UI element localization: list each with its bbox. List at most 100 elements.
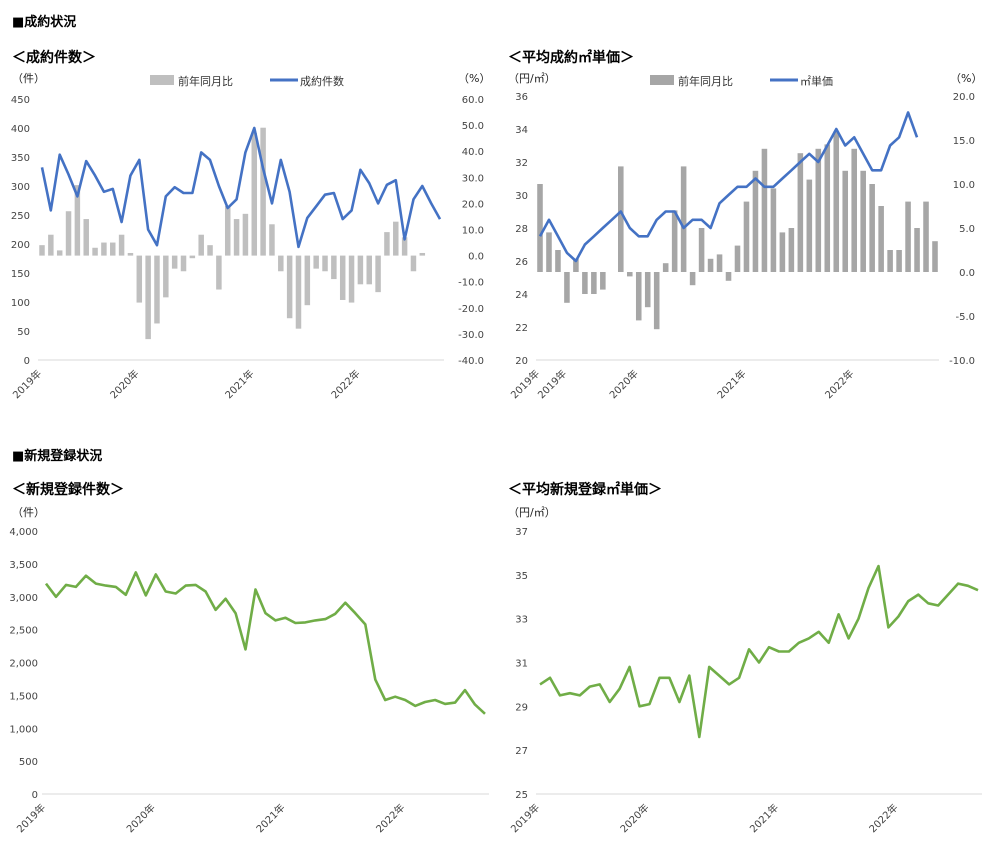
- chart1-ytick-label: 250: [11, 211, 30, 222]
- chart1-bar: [163, 255, 169, 298]
- chart2-y2tick-label: 10.0: [953, 180, 975, 191]
- chart3-xtick-label: 2020年: [124, 801, 158, 835]
- chart1-bar: [216, 255, 222, 290]
- chart2-bar: [537, 184, 543, 272]
- chart2-bar: [806, 179, 813, 272]
- chart1-y2tick-label: 10.0: [462, 226, 484, 237]
- chart2-bar: [662, 263, 669, 272]
- chart2-bar: [546, 232, 552, 272]
- section-title-registration: ■新規登録状況: [12, 448, 102, 464]
- chart1-bar: [393, 221, 399, 256]
- chart1-bar: [401, 237, 408, 256]
- chart1-ytick-label: 400: [11, 124, 30, 135]
- chart2-bar: [770, 188, 777, 272]
- chart1-ylabel: （件）: [12, 72, 45, 85]
- chart2-bar: [564, 272, 570, 303]
- chart4-line-series: [539, 564, 979, 739]
- chart1-bar: [366, 255, 372, 285]
- chart1-bar: [313, 255, 319, 269]
- chart3-line-series: [44, 571, 486, 715]
- chart2-bar: [761, 148, 768, 272]
- chart2-bar: [779, 232, 786, 272]
- chart4-title: ＜平均新規登録㎡単価＞: [508, 481, 662, 498]
- chart3-ytick-label: 4,000: [9, 527, 38, 538]
- chart2-bar: [896, 250, 902, 272]
- chart2-bar: [716, 254, 723, 272]
- chart2-xtick-label: 2019年: [508, 367, 542, 401]
- chart2-bar: [824, 144, 831, 272]
- chart1-bar: [348, 255, 355, 303]
- chart1-bar: [242, 213, 249, 256]
- chart2-bar: [680, 166, 687, 272]
- chart2-bar: [573, 258, 579, 272]
- chart1-y2tick-label: -30.0: [458, 330, 484, 341]
- chart2-bar: [923, 201, 929, 272]
- chart3-xtick-label: 2019年: [14, 801, 48, 835]
- chart4-ytick-label: 27: [515, 746, 528, 757]
- chart1-bar: [375, 255, 381, 293]
- chart2-bar: [842, 170, 849, 272]
- chart1-bar: [198, 234, 204, 256]
- chart1-xtick-label: 2021年: [222, 367, 256, 401]
- chart2-bar: [851, 148, 857, 272]
- chart4-ytick-label: 33: [515, 615, 528, 626]
- chart1-bar: [207, 245, 213, 256]
- chart2-legend-line-label: ㎡単価: [800, 74, 833, 88]
- chart1-bar: [145, 255, 151, 340]
- chart1-legend-bar-label: 前年同月比: [178, 74, 233, 88]
- chart2-bar: [788, 228, 795, 272]
- chart1-bar: [339, 255, 346, 300]
- chart2-ytick-label: 36: [515, 92, 528, 103]
- chart1-y2tick-label: 60.0: [462, 95, 484, 106]
- chart2-y2tick-label: 20.0: [953, 92, 975, 103]
- chart1-bar: [295, 255, 302, 329]
- chart1-plot: 0 50 100 150 200 250 300 350 400 450 60.0 50.0 40.0 3…: [10, 95, 484, 401]
- chart2-bar: [743, 201, 750, 272]
- chart2-ytick-label: 26: [515, 257, 528, 268]
- chart2-legend: 前年同月比 ㎡単価: [650, 74, 833, 88]
- chart1-bar: [278, 255, 284, 272]
- chart3-ytick-label: 0: [32, 790, 38, 801]
- chart1-bar: [101, 242, 107, 256]
- chart3-ytick-label: 3,000: [9, 593, 38, 604]
- chart2-bar: [734, 245, 741, 272]
- chart1-y2tick-label: 0.0: [468, 252, 484, 263]
- chart2-legend-bar-swatch: [650, 75, 674, 85]
- chart3-title: ＜新規登録件数＞: [12, 481, 124, 498]
- chart2-bar: [689, 272, 696, 286]
- chart1-xtick-label: 2022年: [328, 367, 362, 401]
- section-title-contract: ■成約状況: [12, 14, 76, 30]
- chart1-bar: [260, 127, 266, 256]
- chart1-y2label: （%）: [458, 72, 490, 85]
- chart2-y2tick-label: 0.0: [959, 268, 975, 279]
- chart3-ytick-label: 1,500: [9, 691, 38, 702]
- chart1-ytick-label: 350: [11, 153, 30, 164]
- chart4-ytick-label: 35: [515, 571, 528, 582]
- chart1-bar: [419, 252, 426, 256]
- chart1-ytick-label: 300: [11, 182, 30, 193]
- chart1-bar: [154, 255, 160, 324]
- chart4-xtick-label: 2020年: [617, 801, 651, 835]
- chart2-bar: [878, 206, 884, 272]
- chart2-bar: [905, 201, 911, 272]
- chart4-plot: 25 27 29 31 33 35 37 2019年 2020年 2021年 2022年: [508, 527, 982, 835]
- chart2-xtick-label: 2021年: [714, 367, 748, 401]
- chart2-bar: [887, 250, 893, 272]
- chart3-ytick-label: 2,000: [9, 659, 38, 670]
- chart1-bar: [171, 255, 178, 269]
- chart2-bar: [833, 131, 840, 272]
- chart1-bar: [65, 211, 72, 256]
- chart2-bar: [600, 272, 606, 290]
- chart1-y2tick-label: 20.0: [462, 199, 484, 210]
- chart2-xtick-label: 2020年: [607, 367, 641, 401]
- chart2-xtick-label: 2019年: [535, 367, 569, 401]
- chart3-ytick-label: 1,000: [9, 724, 38, 735]
- chart2-ytick-label: 34: [515, 125, 528, 136]
- chart3-xtick-label: 2022年: [373, 801, 407, 835]
- chart2-y2tick-label: -10.0: [949, 356, 975, 367]
- chart1-bar: [48, 234, 54, 256]
- chart2-ytick-label: 22: [515, 323, 528, 334]
- chart2-xtick-label: 2022年: [822, 367, 856, 401]
- chart1-bar: [224, 206, 231, 256]
- chart2-bar: [644, 272, 651, 308]
